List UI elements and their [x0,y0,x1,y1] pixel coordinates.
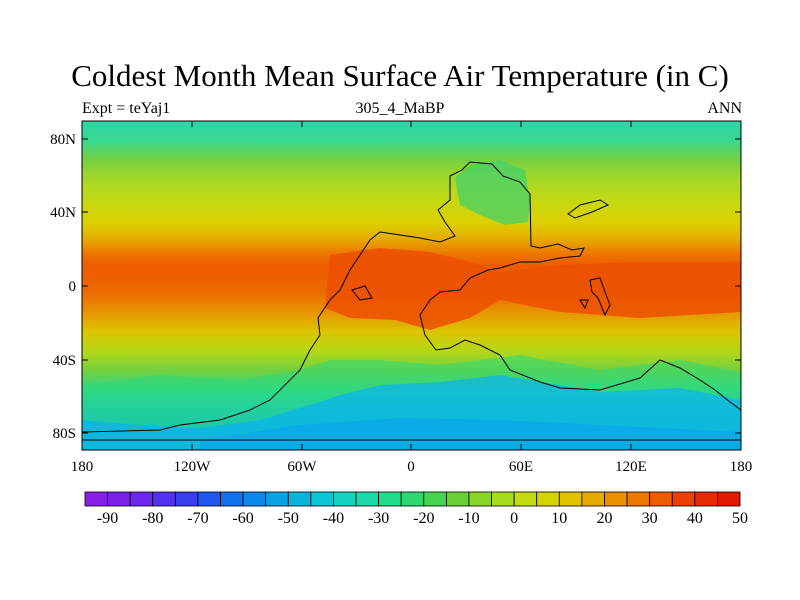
colorbar-label: 0 [510,510,519,527]
colorbar-swatch [84,491,108,507]
lat-label-40n: 40N [50,205,76,221]
colorbar-label: -70 [187,510,209,527]
lon-label-180w: 180 [70,459,94,475]
colorbar-swatch [378,491,402,507]
map-title: Coldest Month Mean Surface Air Temperatu… [71,58,729,93]
temperature-field [82,121,741,450]
season-label: ANN [707,100,742,117]
colorbar-label: -20 [413,510,435,527]
colorbar-swatch [242,491,267,507]
colorbar-swatch [129,491,154,507]
lat-label-40s: 40S [52,353,76,369]
colorbar-swatch [107,491,131,507]
colorbar-label: 10 [551,510,568,527]
experiment-label: Expt = teYaj1 [82,100,171,117]
colorbar-label: -90 [96,510,119,527]
lon-label-60e: 60E [508,459,534,475]
colorbar [84,491,741,507]
colorbar-swatch [717,491,741,507]
colorbar-swatch [445,491,470,507]
colorbar-swatch [468,491,492,507]
colorbar-swatch [423,491,447,507]
colorbar-label: -40 [322,510,345,527]
colorbar-swatch [694,491,718,507]
colorbar-swatch [604,491,628,507]
colorbar-label: 40 [686,510,703,527]
colorbar-swatch [265,491,289,507]
lon-label-0: 0 [407,459,415,475]
colorbar-label: 30 [641,510,658,527]
colorbar-swatch [649,491,673,507]
colorbar-swatch [287,491,312,507]
colorbar-label: -10 [458,510,480,527]
colorbar-label: 50 [732,510,748,527]
colorbar-swatch [400,491,425,507]
lon-ticks [191,121,632,450]
colorbar-swatch [174,491,199,507]
lat-label-0: 0 [68,279,77,295]
continent-outlines [82,161,741,441]
colorbar-label: -80 [142,510,164,527]
colorbar-swatch [671,491,696,507]
colorbar-swatch [197,491,221,507]
lat-label-80s: 80S [52,426,76,442]
colorbar-swatch [355,491,380,507]
lon-label-60w: 60W [287,459,317,475]
colorbar-swatch [220,491,244,507]
colorbar-swatch [491,491,515,507]
colorbar-swatch [152,491,176,507]
colorbar-label: -30 [367,510,390,527]
colorbar-swatch [513,491,538,507]
lon-label-120e: 120E [615,459,647,475]
colorbar-swatch [310,491,334,507]
colorbar-label: 20 [596,510,613,527]
time-label: 305_4_MaBP [355,100,445,117]
colorbar-label: -60 [232,510,254,527]
lon-label-120w: 120W [173,459,211,475]
colorbar-label: -50 [277,510,299,527]
lon-label-180e: 180 [729,459,753,475]
colorbar-swatch [536,491,560,507]
colorbar-swatch [558,491,583,507]
lat-ticks [82,138,741,434]
colorbar-swatch [581,491,605,507]
lat-label-80n: 80N [50,132,76,148]
colorbar-swatch [333,491,357,507]
colorbar-swatch [626,491,651,507]
